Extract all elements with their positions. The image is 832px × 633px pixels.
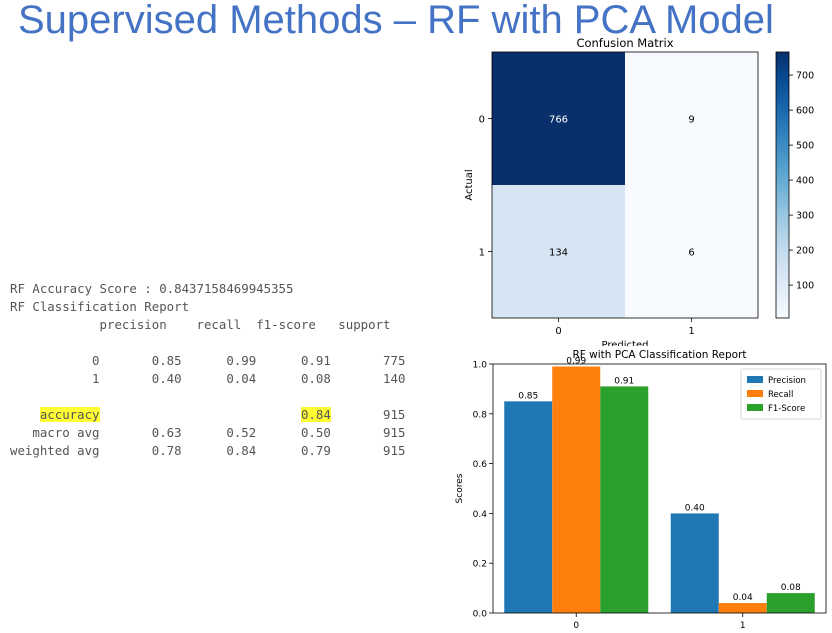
bar-chart-title: RF with PCA Classification Report <box>572 349 746 361</box>
confusion-matrix-xlabel: Predicted <box>602 340 649 346</box>
accuracy-score-line: RF Accuracy Score : 0.8437158469945355 <box>10 281 294 296</box>
legend-swatch <box>747 404 763 411</box>
report-support-value: 915 <box>330 443 406 458</box>
x-tick-label: 1 <box>740 621 746 631</box>
x-tick-label: 0 <box>555 326 561 337</box>
accuracy-f1-value: 0.84 <box>300 407 331 422</box>
report-recall-value: 0.52 <box>181 425 257 440</box>
bar <box>718 603 767 613</box>
bar-value-label: 0.04 <box>733 593 753 603</box>
report-column-header: recall <box>166 317 242 332</box>
classification-report-bar-chart: RF with PCA Classification Report 0.85 0.4… <box>455 349 827 631</box>
report-support-value: 915 <box>330 425 406 440</box>
confusion-matrix-cell <box>492 52 625 185</box>
report-row-label: weighted avg <box>10 443 100 458</box>
report-precision-value: 0.63 <box>99 425 182 440</box>
accuracy-support-value: 915 <box>330 407 406 422</box>
y-tick-label: 1 <box>479 248 485 259</box>
confusion-matrix-title: Confusion Matrix <box>576 36 673 50</box>
bar-value-label: 0.85 <box>518 391 538 401</box>
legend-swatch <box>747 390 763 397</box>
confusion-matrix-cell-label: 6 <box>688 248 694 259</box>
y-tick-label: 0.0 <box>473 610 488 620</box>
report-f1-value: 0.08 <box>256 371 331 386</box>
bar <box>504 401 553 613</box>
confusion-matrix-cell <box>492 185 625 318</box>
x-tick-label: 1 <box>688 326 694 337</box>
bar <box>670 513 719 613</box>
bar-chart-ylabel: Scores <box>455 473 465 503</box>
classification-report-text: RF Accuracy Score : 0.8437158469945355 R… <box>10 280 405 460</box>
report-row-label: 1 <box>10 371 100 386</box>
bar <box>552 366 601 613</box>
report-precision-value: 0.78 <box>99 443 182 458</box>
confusion-matrix-chart: Confusion Matrix 766 9 134 6 0 1 0 1 Predicted Act… <box>464 36 814 346</box>
report-column-header: f1-score <box>241 317 316 332</box>
confusion-matrix-cell-label: 134 <box>549 248 568 259</box>
report-precision-value: 0.40 <box>99 371 182 386</box>
slide-title: Supervised Methods – RF with PCA Model <box>18 0 774 42</box>
report-column-header: precision <box>99 317 167 332</box>
x-tick-label: 0 <box>573 621 579 631</box>
colorbar-tick-label: 700 <box>796 71 814 82</box>
report-recall-value: 0.04 <box>181 371 257 386</box>
report-column-header: support <box>315 317 391 332</box>
report-support-value: 140 <box>330 371 406 386</box>
y-tick-label: 0.2 <box>473 560 487 570</box>
bar <box>600 386 649 613</box>
colorbar-tick-label: 400 <box>796 176 814 187</box>
legend-swatch <box>747 376 763 383</box>
colorbar-tick-label: 600 <box>796 106 814 117</box>
bar-chart-legend: Precision Recall F1-Score <box>740 368 822 420</box>
report-support-value: 775 <box>330 353 406 368</box>
confusion-matrix-ylabel: Actual <box>464 169 475 200</box>
y-tick-label: 0.8 <box>473 410 488 420</box>
bar-value-label: 0.40 <box>685 503 705 513</box>
colorbar-tick-label: 300 <box>796 211 814 222</box>
accuracy-row-label: accuracy <box>39 407 100 422</box>
confusion-matrix-cell <box>625 185 758 318</box>
colorbar <box>775 51 790 319</box>
report-f1-value: 0.91 <box>256 353 331 368</box>
legend-label: Recall <box>768 390 793 400</box>
colorbar-tick-label: 500 <box>796 141 814 152</box>
confusion-matrix-cell <box>625 52 758 185</box>
report-precision-value: 0.85 <box>99 353 182 368</box>
report-title: RF Classification Report <box>10 299 190 314</box>
legend-label: F1-Score <box>768 404 805 414</box>
report-recall-value: 0.99 <box>181 353 257 368</box>
legend-label: Precision <box>768 376 806 386</box>
y-tick-label: 0.6 <box>473 460 488 470</box>
confusion-matrix-cell-label: 9 <box>688 115 694 126</box>
colorbar-tick-label: 200 <box>796 246 814 257</box>
y-tick-label: 0.4 <box>473 510 488 520</box>
bar <box>766 593 815 613</box>
bar-chart-frame <box>492 363 827 614</box>
confusion-matrix-cell-label: 766 <box>549 115 568 126</box>
report-f1-value: 0.50 <box>256 425 331 440</box>
confusion-matrix-frame <box>491 51 759 319</box>
colorbar-tick-label: 100 <box>796 281 814 292</box>
y-tick-label: 1.0 <box>473 361 488 371</box>
report-row-label: macro avg <box>10 425 100 440</box>
bar-value-label: 0.91 <box>614 376 634 386</box>
y-tick-label: 0 <box>479 115 485 126</box>
bar-value-label: 0.99 <box>566 356 586 366</box>
report-recall-value: 0.84 <box>181 443 257 458</box>
bar-value-label: 0.08 <box>781 583 801 593</box>
report-f1-value: 0.79 <box>256 443 331 458</box>
report-row-label: 0 <box>10 353 100 368</box>
